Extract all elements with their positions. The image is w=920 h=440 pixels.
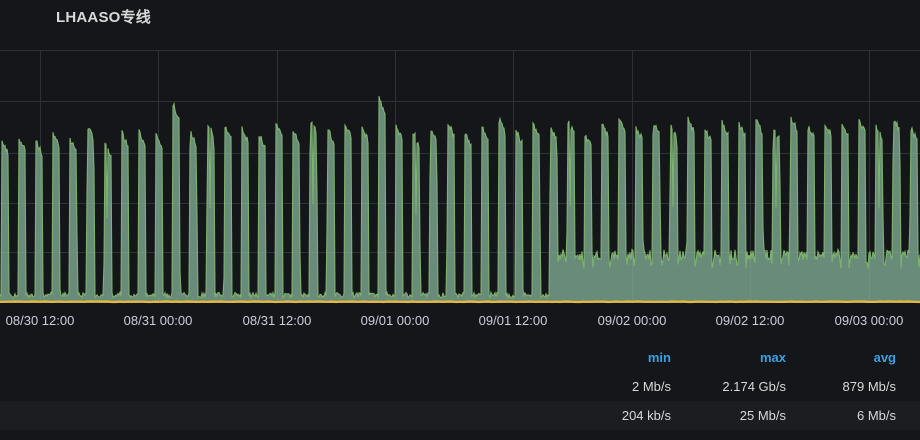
x-axis: 08/30 12:00 08/31 00:00 08/31 12:00 09/01 0… [0,306,920,334]
x-tick-label: 09/01 00:00 [360,313,430,328]
legend-value-max: 25 Mb/s [739,408,786,423]
legend-value-avg: 879 Mb/s [842,379,896,394]
page-title: LHAASO专线 [56,8,151,26]
chart-plot-area[interactable] [0,44,920,306]
legend-column-max[interactable]: max [759,350,786,365]
legend-value-min: 204 kb/s [621,408,671,423]
legend-value-avg: 6 Mb/s [856,408,896,423]
legend-value-min: 2 Mb/s [631,379,671,394]
x-tick-label: 09/01 12:00 [478,313,548,328]
legend-header-row: min max avg [0,343,920,372]
legend-row[interactable]: 204 kb/s 25 Mb/s 6 Mb/s [0,401,920,430]
x-tick-label: 08/31 12:00 [242,313,312,328]
legend-table: min max avg 2 Mb/s 2.174 Gb/s 879 Mb/s 2… [0,340,920,440]
series-inbound-line [0,95,920,300]
horizontal-gridlines [0,50,920,253]
x-tick-label: 09/03 00:00 [834,313,904,328]
series-outbound-line [0,300,920,304]
series-inbound-area [0,96,920,303]
x-tick-label: 08/30 12:00 [5,313,75,328]
chart-svg [0,50,920,304]
panel-header: LHAASO专线 [0,0,920,32]
x-tick-label: 09/02 12:00 [715,313,785,328]
x-tick-label: 08/31 00:00 [123,313,193,328]
x-tick-label: 09/02 00:00 [597,313,667,328]
legend-column-min[interactable]: min [647,350,671,365]
legend-value-max: 2.174 Gb/s [722,379,786,394]
legend-row[interactable]: 2 Mb/s 2.174 Gb/s 879 Mb/s [0,372,920,401]
legend-column-avg[interactable]: avg [873,350,896,365]
